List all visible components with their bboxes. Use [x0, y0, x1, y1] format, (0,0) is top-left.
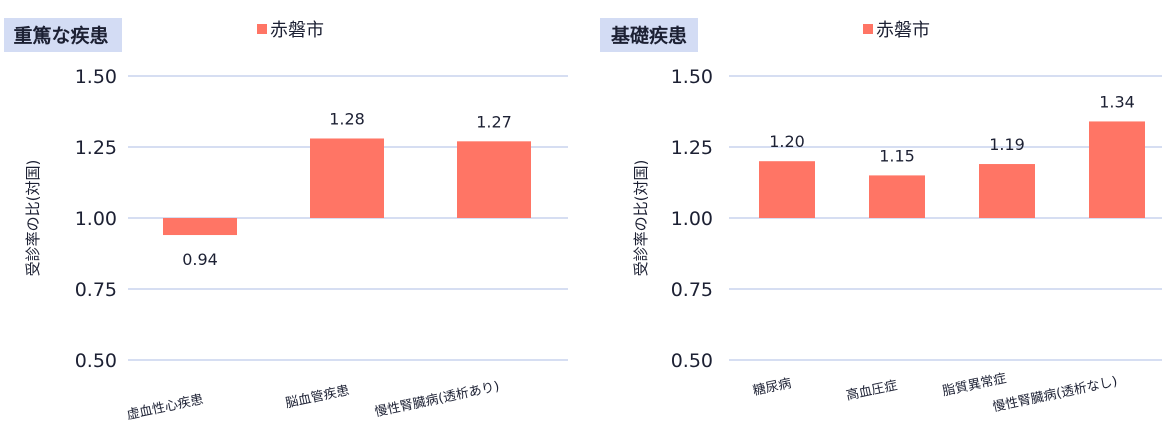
category-label: 脂質異常症 [941, 371, 1008, 399]
bar [979, 164, 1035, 218]
y-tick-label: 1.25 [75, 137, 117, 159]
chart-title-badge [4, 18, 122, 52]
bar [869, 175, 925, 218]
chart-title-badge [600, 18, 698, 52]
legend-label: 赤磐市 [876, 20, 930, 41]
y-tick-label: 0.75 [75, 279, 117, 301]
y-tick-label: 0.50 [671, 350, 713, 372]
y-tick-label: 1.50 [671, 66, 713, 88]
category-label: 虚血性心疾患 [125, 392, 204, 423]
y-tick-label: 1.25 [671, 137, 713, 159]
chart-2: 基礎疾患 赤磐市 1.50 1.25 1.00 0.75 0.50 受診率の比(対国) 1.20… [600, 18, 1162, 415]
legend-label: 赤磐市 [270, 20, 324, 41]
legend-swatch [863, 24, 873, 34]
y-tick-label: 1.00 [75, 208, 117, 230]
data-label: 1.34 [1099, 92, 1135, 111]
chart-title: 重篤な疾患 [13, 24, 108, 47]
y-axis-label: 受診率の比(対国) [632, 160, 650, 277]
data-label: 1.20 [769, 132, 805, 151]
y-tick-label: 1.50 [75, 66, 117, 88]
category-label: 高血圧症 [845, 377, 899, 403]
data-label: 1.27 [476, 112, 512, 131]
category-label: 脳血管疾患 [284, 383, 351, 411]
y-tick-label: 0.75 [671, 279, 713, 301]
data-label: 1.19 [989, 135, 1025, 154]
bar [1089, 121, 1145, 218]
data-label: 1.28 [329, 109, 365, 128]
bar [163, 218, 237, 236]
y-axis-label: 受診率の比(対国) [24, 160, 42, 277]
y-tick-label: 1.00 [671, 208, 713, 230]
chart-title: 基礎疾患 [610, 24, 687, 47]
data-label: 1.15 [879, 146, 915, 165]
bar [457, 141, 531, 218]
category-label: 糖尿病 [751, 375, 792, 399]
category-label: 慢性腎臓病(透析あり) [373, 378, 501, 420]
bar [759, 161, 815, 218]
legend-swatch [257, 24, 267, 34]
y-tick-label: 0.50 [75, 350, 117, 372]
chart-1: 重篤な疾患 赤磐市 1.50 1.25 1.00 0.75 0.50 受診率の比(対国) 0.9… [4, 18, 568, 423]
bar [310, 138, 384, 218]
category-label: 慢性腎臓病(透析なし) [991, 373, 1119, 415]
data-label: 0.94 [182, 250, 218, 269]
